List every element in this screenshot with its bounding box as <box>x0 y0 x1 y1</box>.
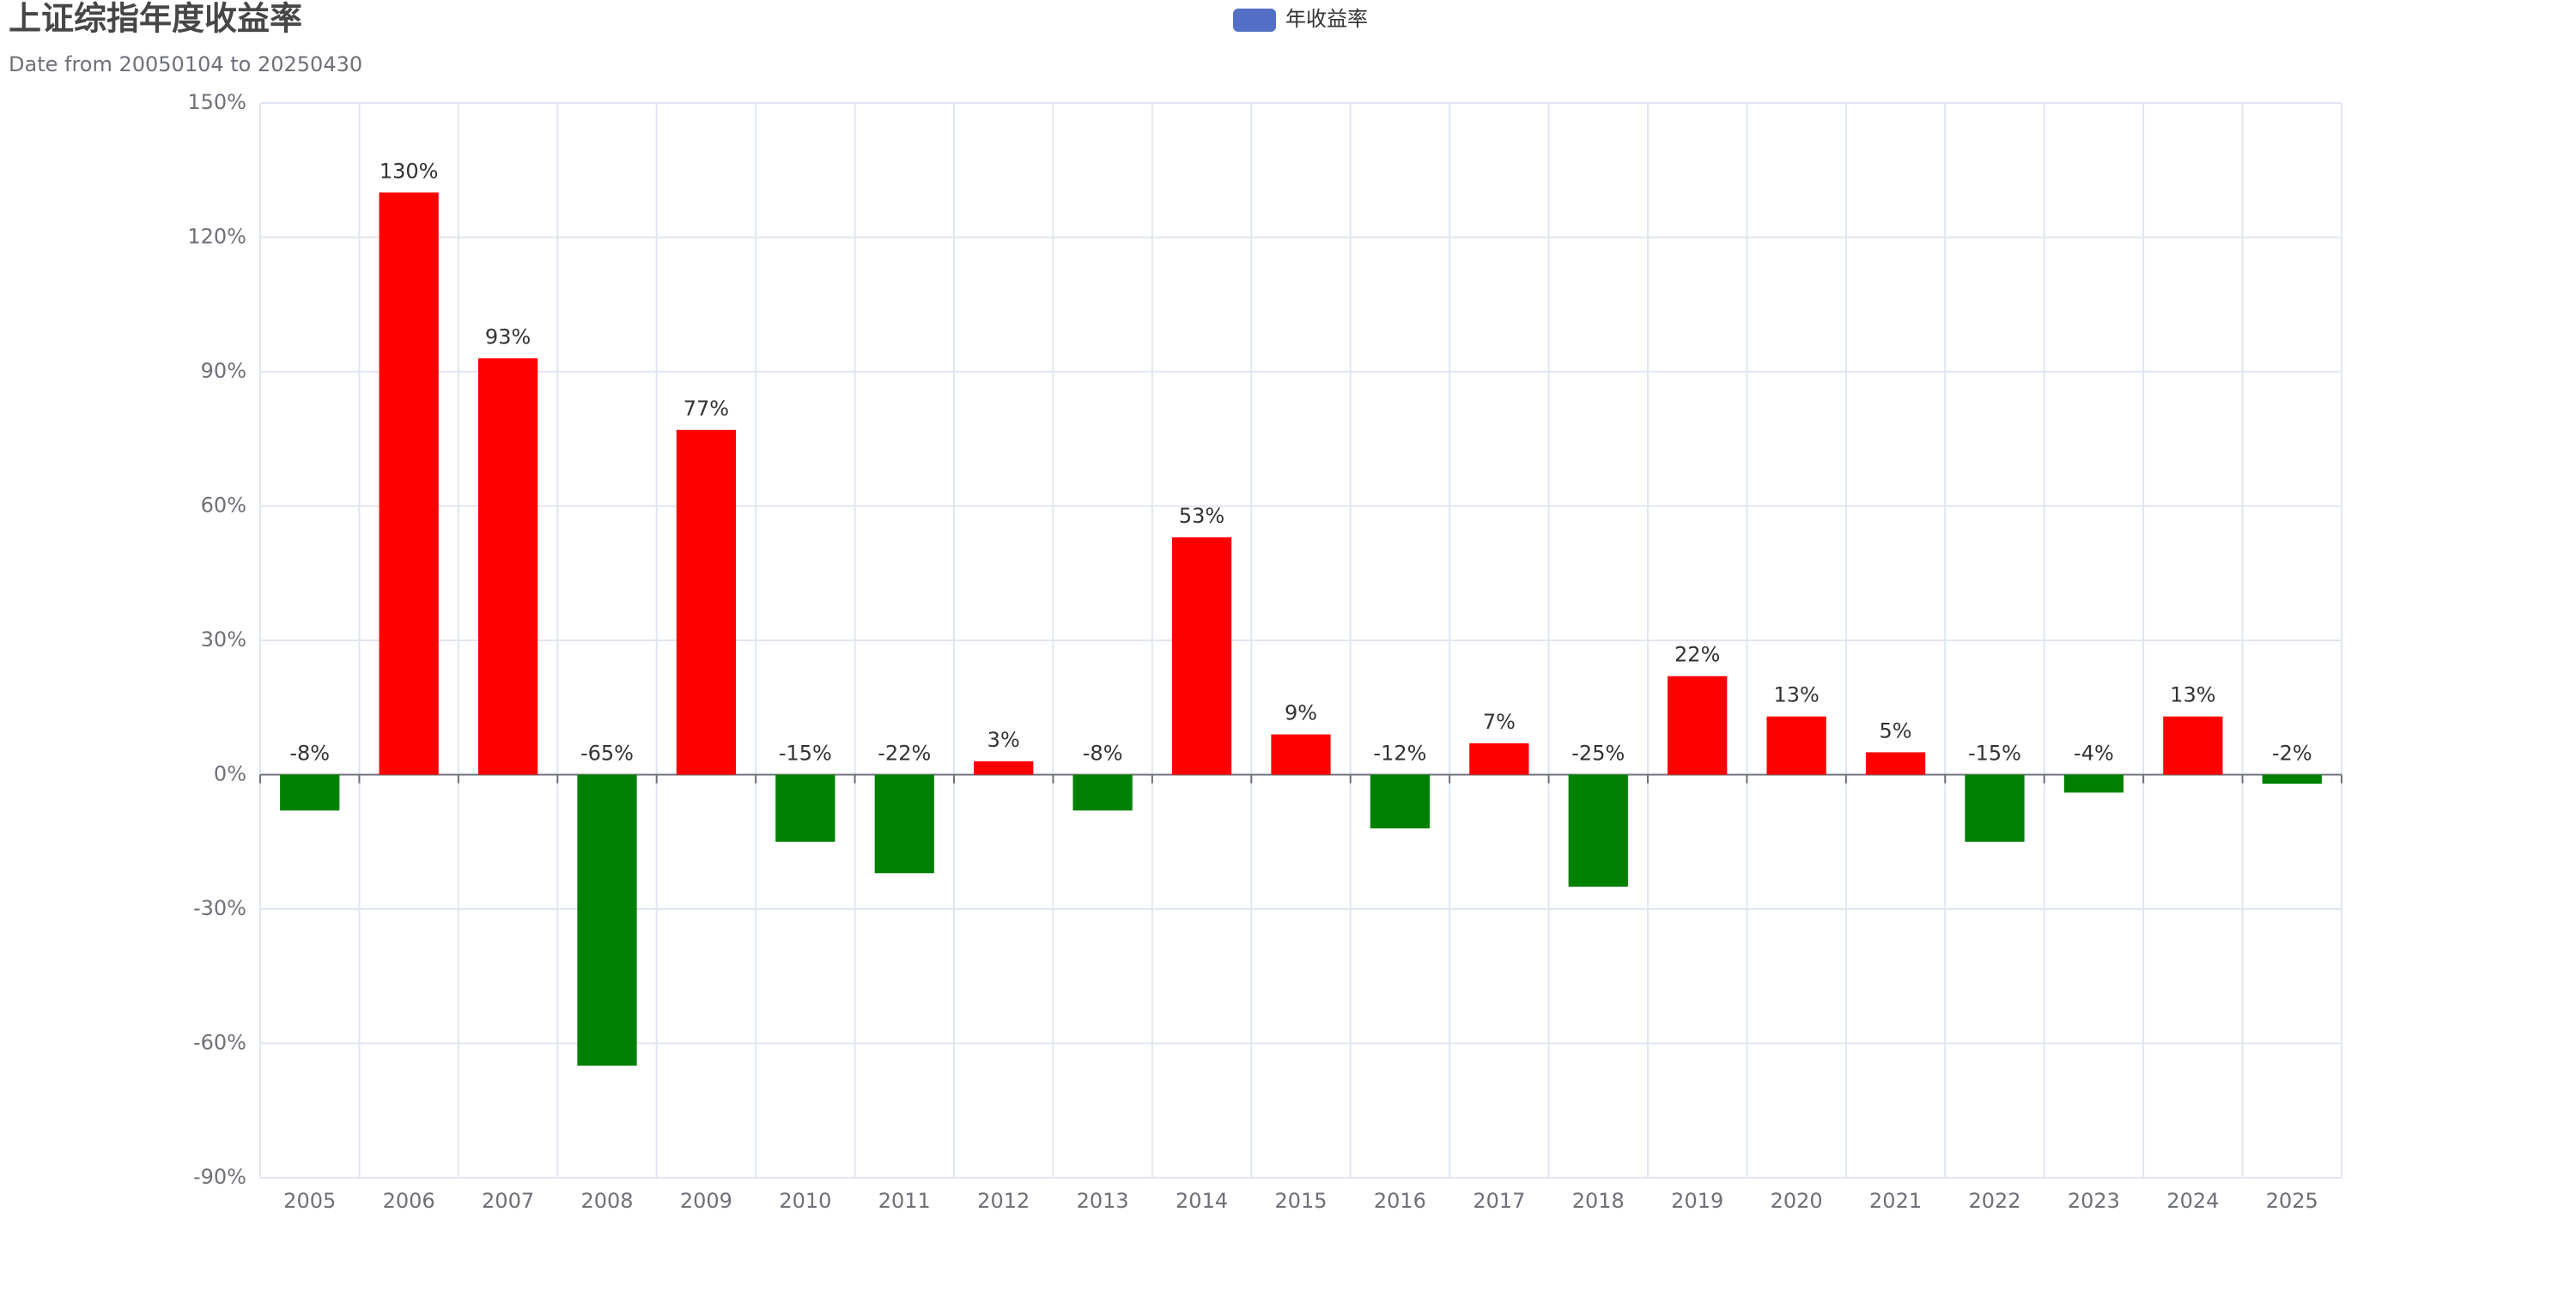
value-label: -15% <box>779 742 832 766</box>
x-tick-label: 2024 <box>2166 1189 2219 1213</box>
x-tick-label: 2007 <box>482 1189 534 1213</box>
bar <box>1171 537 1232 775</box>
bar <box>775 774 835 842</box>
bar <box>1568 774 1628 887</box>
y-tick-label: -60% <box>193 1031 246 1055</box>
x-tick-label: 2020 <box>1771 1189 1823 1213</box>
value-label: -25% <box>1571 742 1625 766</box>
y-tick-label: 120% <box>187 225 246 249</box>
x-tick-label: 2019 <box>1671 1189 1723 1213</box>
x-tick-label: 2025 <box>2266 1189 2318 1213</box>
y-tick-label: 0% <box>214 762 246 786</box>
x-tick-label: 2016 <box>1374 1189 1426 1213</box>
value-label: -8% <box>1083 742 1123 766</box>
bar <box>676 429 737 775</box>
bar <box>2262 774 2322 784</box>
legend-label: 年收益率 <box>1285 7 1368 31</box>
bar <box>1965 774 2025 842</box>
y-tick-label: 150% <box>187 90 246 114</box>
legend-swatch <box>1233 9 1276 32</box>
x-tick-label: 2021 <box>1869 1189 1922 1213</box>
x-tick-label: 2005 <box>283 1189 336 1213</box>
y-tick-label: 90% <box>201 359 246 383</box>
bar <box>1072 774 1133 811</box>
bar <box>280 774 340 811</box>
chart-subtitle: Date from 20050104 to 20250430 <box>9 52 362 76</box>
x-tick-label: 2023 <box>2068 1189 2120 1213</box>
y-tick-label: 30% <box>201 627 246 652</box>
value-label: 22% <box>1674 643 1720 667</box>
value-label: 93% <box>485 324 531 349</box>
value-label: 130% <box>380 159 439 183</box>
value-label: -15% <box>1968 742 2021 766</box>
x-tick-label: 2012 <box>977 1189 1030 1213</box>
x-tick-label: 2014 <box>1176 1189 1228 1213</box>
value-label: -22% <box>878 742 931 766</box>
bar <box>577 774 637 1066</box>
bar <box>1271 734 1331 775</box>
value-label: 13% <box>2170 683 2215 707</box>
bar <box>477 358 538 775</box>
value-label: 13% <box>1773 683 1819 707</box>
bar <box>379 192 439 775</box>
bar <box>1865 752 1926 775</box>
y-tick-label: 60% <box>201 494 246 518</box>
bar <box>1668 676 1728 775</box>
bar <box>1370 774 1431 829</box>
x-tick-label: 2013 <box>1077 1189 1129 1213</box>
bar <box>974 761 1034 775</box>
x-tick-label: 2022 <box>1968 1189 2020 1213</box>
legend[interactable]: 年收益率 <box>1233 7 1368 32</box>
value-label: 9% <box>1285 701 1317 725</box>
value-label: 53% <box>1179 504 1224 528</box>
bar <box>2163 716 2223 775</box>
x-tick-label: 2010 <box>779 1189 831 1213</box>
value-label: -65% <box>580 742 634 766</box>
value-label: -4% <box>2074 742 2114 766</box>
x-tick-label: 2009 <box>680 1189 732 1213</box>
value-label: 7% <box>1483 710 1516 734</box>
x-tick-label: 2017 <box>1473 1189 1525 1213</box>
x-tick-label: 2015 <box>1274 1189 1327 1213</box>
x-tick-label: 2011 <box>878 1189 931 1213</box>
value-label: 3% <box>987 728 1020 752</box>
bar <box>2063 774 2124 793</box>
bar <box>874 774 934 874</box>
value-label: -12% <box>1373 742 1426 766</box>
value-label: 77% <box>683 397 729 421</box>
value-label: -8% <box>289 742 330 766</box>
bar <box>1469 742 1529 775</box>
chart-title: 上证综指年度收益率 <box>9 0 302 38</box>
y-tick-label: -90% <box>193 1165 246 1189</box>
value-label: 5% <box>1880 718 1912 742</box>
x-tick-label: 2006 <box>383 1189 435 1213</box>
x-tick-label: 2018 <box>1572 1189 1625 1213</box>
x-tick-label: 2008 <box>580 1189 633 1213</box>
value-label: -2% <box>2272 742 2312 766</box>
bar <box>1766 716 1826 775</box>
y-tick-label: -30% <box>193 896 246 920</box>
